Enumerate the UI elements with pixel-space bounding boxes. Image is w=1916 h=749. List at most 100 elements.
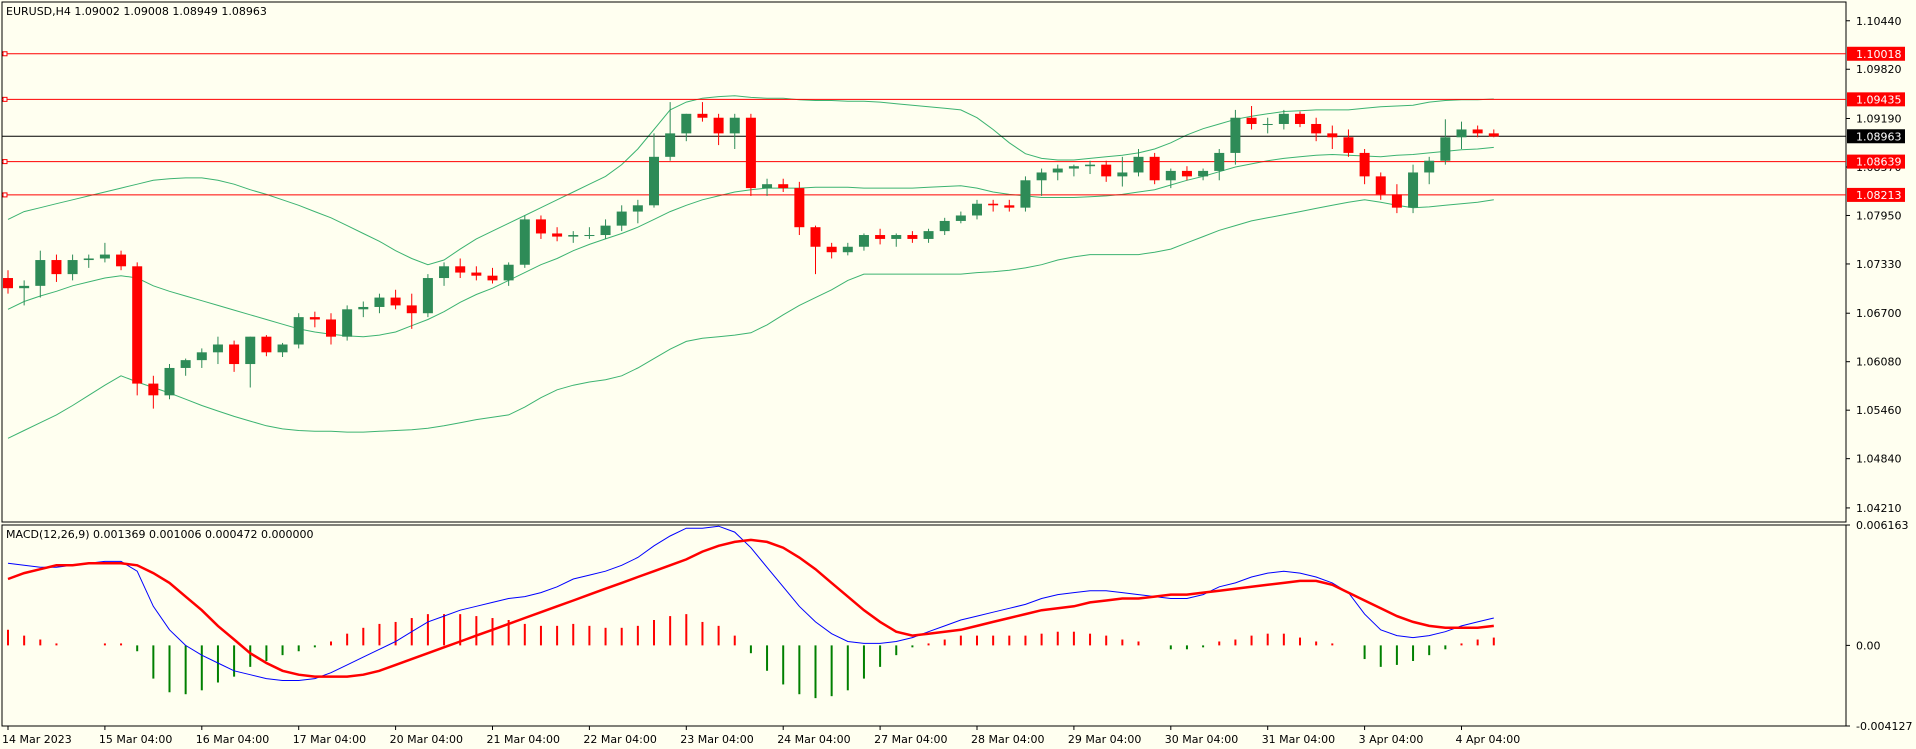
candle-bear	[826, 246, 837, 253]
time-axis-label: 24 Mar 04:00	[777, 733, 850, 746]
candle-bull	[842, 246, 853, 253]
candle-bear	[261, 336, 272, 353]
macd-main-line	[7, 525, 1494, 681]
candle-bull	[67, 260, 78, 275]
price-axis-label: 1.09190	[1856, 113, 1902, 126]
price-axis-label: 1.06080	[1856, 356, 1902, 369]
candle-bull	[293, 317, 304, 345]
time-axis-label: 30 Mar 04:00	[1165, 733, 1238, 746]
level-anchor	[2, 96, 8, 102]
candle-bear	[778, 184, 789, 189]
candle-bear	[390, 297, 401, 306]
time-axis-label: 3 Apr 04:00	[1359, 733, 1424, 746]
candle-bull	[19, 285, 30, 289]
current-price-tag	[1847, 129, 1905, 144]
candle-bull	[245, 336, 256, 365]
level-price-tag	[1847, 187, 1905, 202]
candle-bear	[794, 188, 805, 228]
candle-bull	[1440, 137, 1451, 161]
candle-bear	[1327, 133, 1338, 138]
candle-bull	[939, 220, 950, 232]
bollinger-band-lower	[7, 199, 1494, 439]
candle-bull	[955, 215, 966, 221]
level-price-label: 1.08213	[1856, 189, 1902, 202]
candle-bear	[745, 117, 756, 189]
candle-bull	[422, 278, 433, 314]
candle-bull	[1165, 170, 1176, 181]
time-axis-label: 31 Mar 04:00	[1262, 733, 1335, 746]
candle-bear	[309, 317, 320, 320]
candle-bear	[326, 319, 336, 337]
candle-bear	[1181, 170, 1192, 177]
candle-bear	[1391, 194, 1402, 208]
macd-axis-label: 0.00	[1856, 639, 1881, 652]
price-axis-label: 1.04210	[1856, 502, 1902, 515]
candle-bear	[148, 383, 159, 396]
candle-bull	[1198, 170, 1209, 177]
candle-bear	[810, 227, 821, 247]
price-axis-label: 1.06700	[1856, 307, 1902, 320]
candle-bear	[988, 203, 999, 206]
candle-bull	[665, 133, 676, 157]
candle-bull	[1052, 168, 1063, 173]
candle-bull	[1036, 172, 1047, 181]
price-panel-frame	[1, 1, 1847, 523]
candle-bull	[891, 235, 902, 239]
candle-bull	[616, 211, 627, 226]
time-axis-label: 14 Mar 2023	[2, 733, 72, 746]
candle-bull	[83, 258, 94, 261]
candle-bull	[1230, 117, 1241, 153]
candle-bear	[1359, 152, 1370, 177]
candle-bear	[132, 266, 143, 384]
candle-bull	[681, 113, 692, 134]
candle-bear	[535, 219, 546, 234]
candle-bull	[568, 235, 579, 237]
macd-axis-label: 0.006163	[1856, 519, 1909, 532]
candle-bull	[729, 117, 740, 134]
candle-bull	[923, 231, 934, 239]
price-axis-label: 1.09820	[1856, 63, 1902, 76]
level-price-tag	[1847, 92, 1905, 107]
candle-bear	[1295, 113, 1305, 124]
candle-bull	[35, 260, 46, 286]
candle-bear	[713, 117, 724, 134]
candle-bear	[1375, 176, 1386, 195]
time-axis: 14 Mar 2023 15 Mar 04:00 16 Mar 04:00 17 Ma…	[2, 726, 1520, 746]
candle-bull	[212, 344, 223, 353]
candle-bear	[3, 278, 13, 289]
time-axis-label: 15 Mar 04:00	[99, 733, 172, 746]
candle-bull	[1456, 129, 1467, 138]
candle-bull	[180, 360, 191, 368]
price-axis-label: 1.04840	[1856, 453, 1902, 466]
candle-bear	[229, 344, 240, 365]
candle-bull	[1262, 123, 1273, 125]
level-anchor	[2, 159, 8, 165]
candle-bull	[1133, 156, 1144, 173]
candle-bull	[519, 219, 530, 265]
level-price-label: 1.09435	[1856, 93, 1902, 106]
candle-bear	[51, 260, 62, 275]
candle-bull	[762, 184, 773, 189]
candle-bull	[1068, 166, 1079, 169]
price-axis-label: 1.10440	[1856, 15, 1902, 28]
macd-panel[interactable]: 0.006163 0.00 -0.004127	[1, 519, 1912, 733]
candle-bull	[503, 264, 514, 281]
time-axis-label: 23 Mar 04:00	[680, 733, 753, 746]
candle-bull	[374, 297, 385, 307]
price-panel[interactable]: 1.104401.098201.091901.085701.079501.073…	[1, 1, 1905, 523]
candle-bear	[1101, 164, 1112, 177]
candle-bear	[1149, 156, 1160, 181]
level-price-tag	[1847, 46, 1905, 61]
candle-bear	[487, 275, 498, 281]
candle-bull	[1278, 113, 1289, 124]
candle-bull	[1020, 180, 1031, 208]
candle-bull	[196, 352, 207, 361]
level-anchor	[2, 192, 8, 198]
candle-bear	[875, 235, 886, 239]
candle-bull	[99, 254, 110, 259]
bollinger-band-upper	[7, 95, 1494, 266]
candle-bull	[584, 235, 595, 237]
time-axis-label: 27 Mar 04:00	[874, 733, 947, 746]
